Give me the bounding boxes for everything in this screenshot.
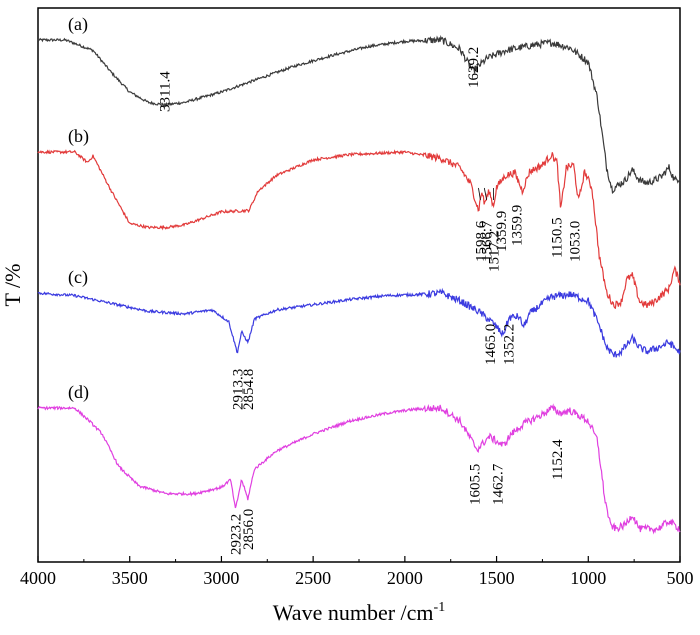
x-tick-label-2: 3000: [203, 568, 239, 588]
peak-label-11: 1465.0: [483, 324, 499, 365]
peak-label-14: 2856.0: [241, 509, 257, 550]
peak-label-13: 2923.2: [229, 514, 245, 555]
peak-label-1: 1629.2: [466, 47, 482, 88]
x-axis-ticks: 4000 3500 3000 2500 2000 1500 1000 500: [20, 556, 694, 588]
x-axis-label: Wave number /cm-1: [273, 600, 445, 625]
peak-label-2: 1598.6: [473, 220, 489, 262]
peak-label-6: 1359.9: [509, 205, 525, 246]
peak-leader-1: [483, 187, 488, 201]
panel-label-1: (b): [68, 126, 89, 147]
peak-label-0: 3311.4: [157, 71, 173, 112]
y-axis-label: T /%: [0, 264, 25, 307]
plot-frame: [37, 7, 681, 563]
x-tick-label-5: 1500: [479, 568, 515, 588]
peak-label-8: 1053.0: [567, 221, 583, 262]
panel-label-3: (d): [68, 382, 89, 403]
peak-label-9: 2913.3: [230, 369, 246, 410]
x-axis-label-text: Wave number /cm: [273, 600, 434, 625]
peak-label-10: 2854.8: [241, 369, 257, 410]
series-line-3: [37, 403, 681, 535]
peak-label-3: 1566.7: [480, 220, 496, 262]
series-line-0: [37, 34, 681, 194]
peak-label-5: 1359.9: [494, 211, 510, 252]
peak-label-15: 1605.5: [468, 464, 484, 505]
peak-label-12: 1352.2: [502, 324, 518, 365]
x-axis-label-superscript: -1: [434, 600, 446, 615]
series-line-2: [37, 287, 681, 358]
panel-label-0: (a): [68, 14, 88, 35]
panel-label-2: (c): [68, 267, 88, 288]
peak-label-7: 1150.5: [549, 217, 565, 258]
peak-label-17: 1152.4: [550, 439, 566, 480]
peak-leader-0: [478, 187, 481, 201]
x-tick-label-4: 2000: [387, 568, 423, 588]
x-tick-label-7: 500: [667, 568, 694, 588]
peak-label-4: 1517.2: [487, 231, 503, 272]
peak-label-16: 1462.7: [491, 463, 507, 505]
x-tick-label-0: 4000: [20, 568, 56, 588]
x-tick-label-1: 3500: [112, 568, 148, 588]
panel-labels: (a) (b) (c) (d): [68, 14, 89, 403]
x-tick-label-6: 1000: [570, 568, 606, 588]
x-tick-label-3: 2500: [295, 568, 331, 588]
spectra-lines: [37, 34, 681, 535]
series-line-1: [37, 149, 681, 310]
